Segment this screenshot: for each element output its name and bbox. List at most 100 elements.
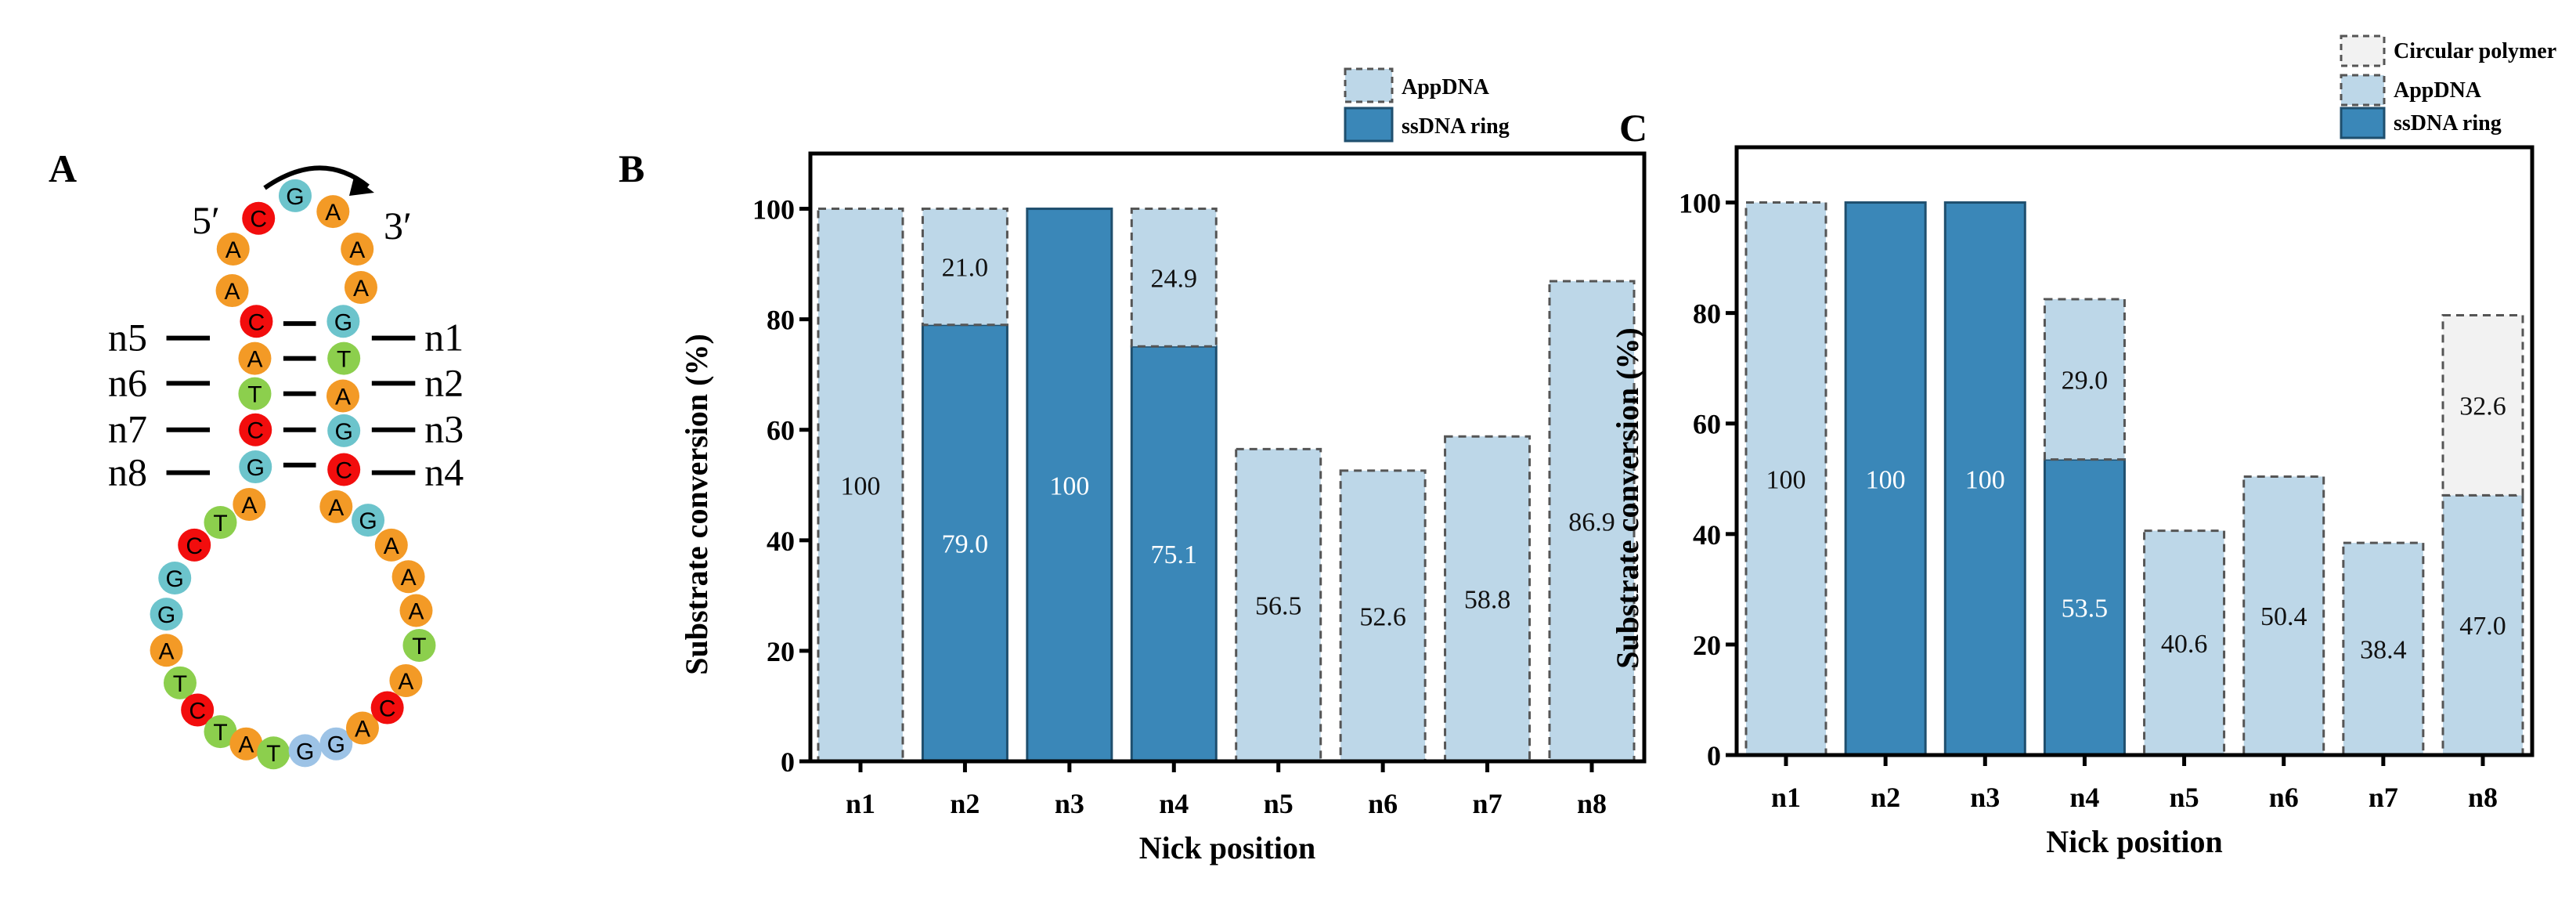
y-tick-label: 100 — [752, 194, 795, 226]
nucleotide-letter: A — [335, 384, 351, 410]
x-tick-label-n4: n4 — [2069, 782, 2099, 813]
direction-arrow-icon — [263, 165, 370, 190]
y-tick-label: 0 — [781, 746, 795, 778]
plot-frame — [1734, 145, 2535, 757]
data-label-n3: 100 — [1965, 465, 2005, 494]
nick-label-n1: n1 — [424, 316, 464, 360]
nucleotide-C — [240, 305, 273, 338]
nucleotide-C — [178, 528, 211, 562]
nucleotide-G — [327, 414, 361, 447]
data-label-n8: 32.6 — [2459, 392, 2506, 421]
nucleotide-letter: G — [334, 309, 352, 335]
nucleotide-A — [399, 594, 433, 627]
nucleotide-letter: A — [401, 565, 417, 591]
nucleotide-letter: T — [337, 347, 351, 373]
y-axis-title: Substrate conversion (%) — [1610, 327, 1645, 669]
panel-a-letter: A — [49, 146, 77, 190]
nucleotide-A — [233, 487, 266, 521]
y-tick-label: 60 — [1693, 409, 1721, 440]
nucleotide-letter: A — [225, 279, 240, 305]
nick-label-n7: n7 — [108, 407, 147, 451]
legend-swatch-circular-polymer — [2340, 34, 2386, 67]
nucleotide-letter: T — [213, 720, 227, 746]
nucleotide-T — [163, 666, 197, 699]
x-tick-label-n6: n6 — [1368, 788, 1398, 819]
nucleotide-letter: C — [379, 696, 396, 722]
nucleotide-letter: A — [238, 732, 254, 758]
data-label-n8: 86.9 — [1568, 508, 1615, 537]
nucleotide-A — [238, 341, 272, 375]
x-tick-label-n1: n1 — [1771, 782, 1801, 813]
data-label-n7: 38.4 — [2360, 636, 2407, 665]
nucleotide-G — [327, 305, 360, 338]
x-tick-label-n5: n5 — [2170, 782, 2199, 813]
bar-n6-appdna — [1339, 469, 1427, 763]
nucleotide-letter: C — [248, 309, 265, 335]
nucleotide-letter: A — [355, 717, 370, 743]
nucleotide-G — [288, 734, 322, 768]
x-tick-label-n5: n5 — [1264, 788, 1293, 819]
nucleotide-G — [352, 504, 385, 537]
nucleotide-A — [216, 232, 250, 266]
bar-n2-ssdna-ring — [921, 323, 1008, 763]
nucleotide-A — [215, 274, 249, 308]
nucleotide-C — [239, 413, 272, 446]
nucleotide-A — [150, 634, 183, 667]
nucleotide-C — [181, 693, 215, 727]
x-tick-label-n2: n2 — [950, 788, 980, 819]
nucleotide-letter: C — [247, 418, 264, 444]
x-tick-label-n3: n3 — [1055, 788, 1084, 819]
nucleotide-letter: G — [286, 184, 304, 210]
nucleotide-letter: T — [173, 671, 187, 697]
chart-b: B 100 n1 79.0 21.0 n2 100 n3 75.1 24.9 n4 56.5 n5 52.… — [619, 67, 1647, 865]
bar-n4-appdna — [2043, 298, 2126, 461]
nucleotide-letter: A — [325, 200, 341, 226]
nucleotide-letter: A — [398, 669, 413, 695]
nucleotide-letter: G — [166, 566, 184, 592]
nucleotide-T — [327, 341, 361, 375]
nucleotide-A — [341, 232, 374, 266]
nucleotide-T — [238, 377, 272, 410]
nucleotide-A — [316, 195, 350, 229]
x-tick-label-n6: n6 — [2269, 782, 2299, 813]
nucleotide-letter: A — [353, 276, 369, 302]
x-tick-label-n4: n4 — [1159, 788, 1189, 819]
bar-n7-appdna — [2342, 541, 2425, 757]
y-tick-label: 100 — [1679, 188, 1721, 219]
nucleotide-letter: A — [159, 638, 175, 664]
nucleotide-A — [344, 271, 377, 305]
legend-label: AppDNA — [2394, 78, 2482, 103]
data-label-n2: 21.0 — [942, 254, 989, 283]
data-label-n6: 50.4 — [2260, 602, 2307, 631]
nucleotide-A — [391, 560, 425, 594]
data-label-n6: 52.6 — [1359, 602, 1406, 631]
nucleotide-C — [370, 691, 404, 725]
x-tick-label-n7: n7 — [1473, 788, 1503, 819]
bar-n6-appdna — [2242, 475, 2325, 757]
bar-n7-appdna — [1444, 435, 1532, 763]
panel-letter: C — [1619, 106, 1647, 150]
nucleotide-A — [319, 490, 353, 523]
legend-swatch-appdna — [2340, 74, 2386, 107]
nucleotide-letter: G — [296, 739, 314, 764]
nucleotide-letter: A — [408, 599, 424, 625]
y-tick-label: 20 — [767, 636, 795, 667]
nucleotide-letter: T — [213, 511, 227, 537]
nucleotide-letter: A — [384, 533, 399, 559]
y-tick-label: 40 — [1693, 519, 1721, 551]
nucleotide-letter: A — [241, 493, 257, 519]
nucleotide-letter: C — [189, 698, 206, 724]
data-label-n8: 47.0 — [2459, 612, 2506, 641]
nucleotide-letter: T — [266, 741, 280, 767]
nucleotide-letter: A — [328, 495, 344, 521]
data-label-n4: 29.0 — [2062, 366, 2109, 395]
nucleotide-C — [327, 453, 361, 486]
chart-c: C 100 n1 100 n2 100 n3 53.5 29.0 n4 40.6 n5 50.4 n6 38… — [1610, 34, 2556, 859]
data-label-n7: 58.8 — [1464, 586, 1511, 615]
nucleotide-G — [239, 450, 272, 484]
x-tick-label-n8: n8 — [2468, 782, 2498, 813]
nucleotide-letter: A — [225, 237, 241, 263]
nucleotide-A — [345, 711, 379, 745]
